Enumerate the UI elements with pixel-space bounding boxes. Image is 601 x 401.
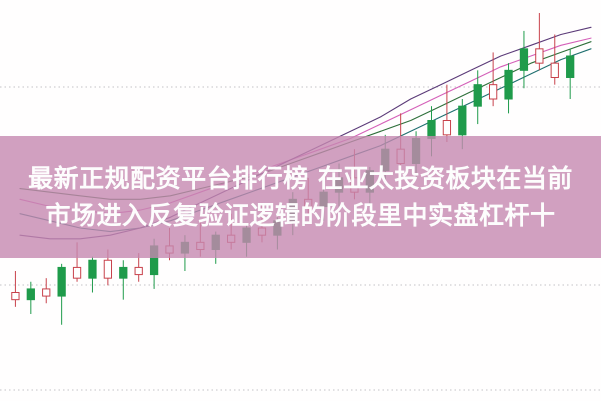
headline-banner: 最新正规配资平台排行榜 在亚太投资板块在当前 市场进入反复验证逻辑的阶段里中实盘… bbox=[0, 136, 601, 258]
headline-line-2: 市场进入反复验证逻辑的阶段里中实盘杠杆十 bbox=[45, 201, 556, 230]
headline-line-1: 最新正规配资平台排行榜 在亚太投资板块在当前 bbox=[28, 164, 573, 193]
